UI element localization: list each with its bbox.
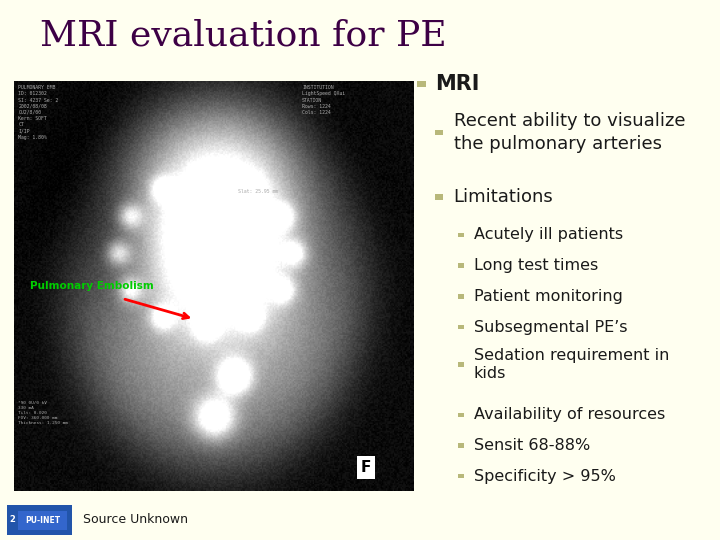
Text: Recent ability to visualize
the pulmonary arteries: Recent ability to visualize the pulmonar… <box>454 112 685 153</box>
FancyBboxPatch shape <box>458 413 464 417</box>
Text: Patient monitoring: Patient monitoring <box>474 289 623 304</box>
Text: Availability of resources: Availability of resources <box>474 407 665 422</box>
FancyBboxPatch shape <box>458 233 464 237</box>
FancyBboxPatch shape <box>458 362 464 367</box>
FancyBboxPatch shape <box>435 130 444 135</box>
FancyBboxPatch shape <box>458 264 464 268</box>
Text: F: F <box>361 460 372 475</box>
FancyBboxPatch shape <box>458 325 464 329</box>
FancyBboxPatch shape <box>458 443 464 448</box>
FancyBboxPatch shape <box>458 474 464 478</box>
Text: Source Unknown: Source Unknown <box>83 513 188 526</box>
Text: *90 0U/0 kV
330 mA
Tilt: 0.020
FOV: 360.000 mm
Thickness: 1.250 mm: *90 0U/0 kV 330 mA Tilt: 0.020 FOV: 360.… <box>19 401 68 425</box>
Text: PU-INET: PU-INET <box>25 516 60 524</box>
Text: Sedation requirement in
kids: Sedation requirement in kids <box>474 348 669 381</box>
Text: Acutely ill patients: Acutely ill patients <box>474 227 623 242</box>
Text: 2: 2 <box>9 515 15 524</box>
Text: Long test times: Long test times <box>474 258 598 273</box>
Text: Subsegmental PE’s: Subsegmental PE’s <box>474 320 627 335</box>
Text: MRI evaluation for PE: MRI evaluation for PE <box>40 19 446 53</box>
FancyBboxPatch shape <box>435 194 444 200</box>
Text: Specificity > 95%: Specificity > 95% <box>474 469 616 484</box>
Text: INSTITUTION
LightSpeed QXui
STATION
Rows: 1224
Cols: 1224: INSTITUTION LightSpeed QXui STATION Rows… <box>302 85 345 115</box>
FancyBboxPatch shape <box>18 511 67 530</box>
Text: Limitations: Limitations <box>454 188 554 206</box>
FancyBboxPatch shape <box>458 294 464 299</box>
Text: Sensit 68-88%: Sensit 68-88% <box>474 438 590 453</box>
FancyBboxPatch shape <box>7 505 72 535</box>
Text: PULMONARY EMB
ID: 012302
SI: 4237 Se: 2
2002/08/08
OU2/8/00
Kern: SOFT
CT
I/IP
M: PULMONARY EMB ID: 012302 SI: 4237 Se: 2 … <box>19 85 58 140</box>
Text: Pulmonary Embolism: Pulmonary Embolism <box>30 281 154 291</box>
Text: Slat: 25.95 mm: Slat: 25.95 mm <box>238 190 279 194</box>
FancyBboxPatch shape <box>416 80 426 87</box>
Text: MRI: MRI <box>436 73 480 94</box>
